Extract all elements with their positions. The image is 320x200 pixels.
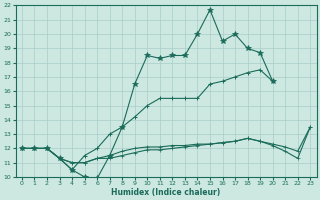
X-axis label: Humidex (Indice chaleur): Humidex (Indice chaleur)	[111, 188, 221, 197]
